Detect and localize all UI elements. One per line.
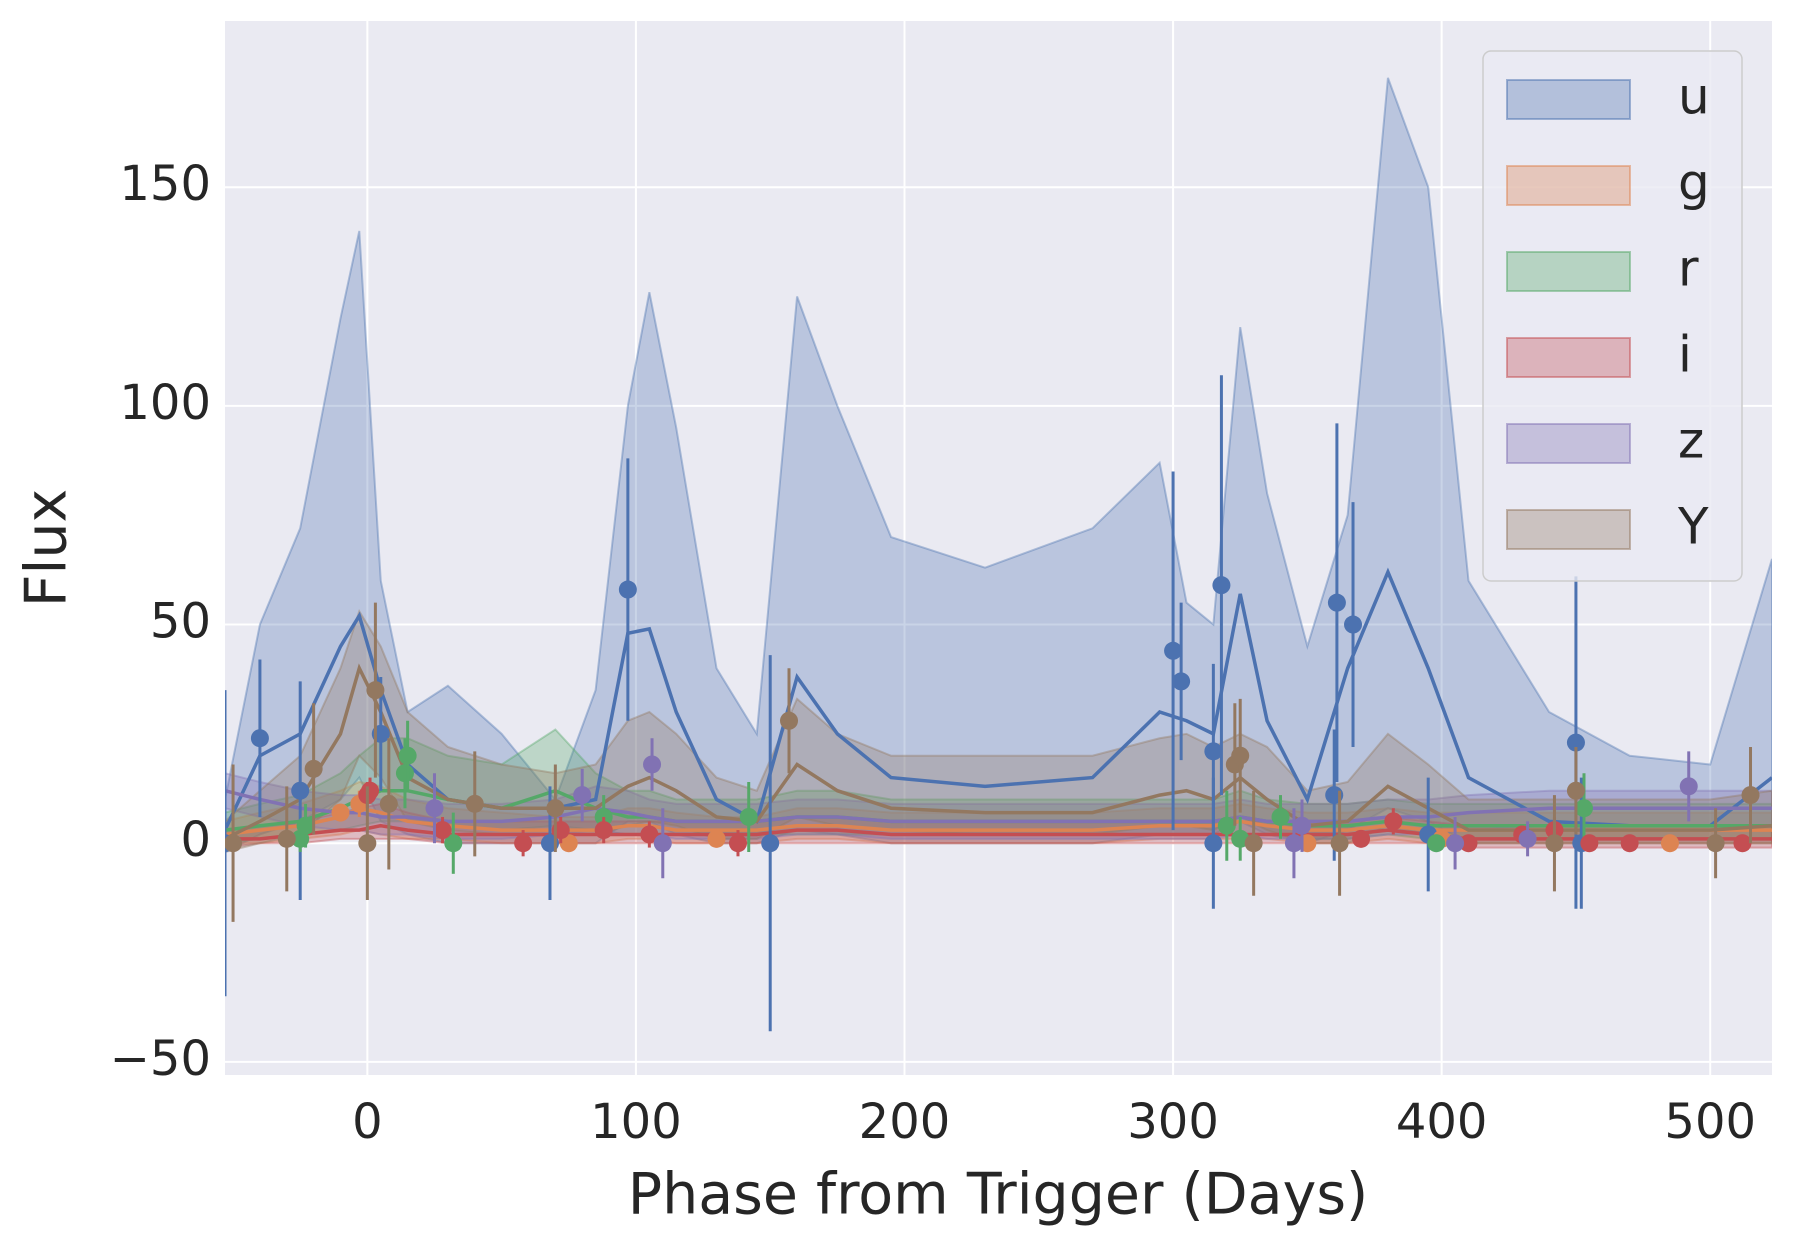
data-point bbox=[465, 794, 484, 813]
data-point bbox=[425, 799, 444, 818]
data-point bbox=[1566, 733, 1585, 752]
data-point bbox=[1164, 641, 1183, 660]
data-point bbox=[707, 829, 726, 848]
data-point bbox=[395, 764, 414, 783]
legend-label: u bbox=[1678, 68, 1710, 126]
error-band bbox=[225, 802, 1772, 849]
legend-swatch bbox=[1506, 423, 1631, 464]
x-tick-label: 300 bbox=[1127, 1094, 1219, 1150]
data-point bbox=[1271, 807, 1290, 826]
legend-label: Y bbox=[1677, 498, 1709, 556]
y-tick-label: 50 bbox=[150, 594, 211, 650]
data-point bbox=[514, 834, 533, 853]
data-point bbox=[1344, 615, 1363, 634]
data-point bbox=[444, 834, 463, 853]
data-point bbox=[739, 807, 758, 826]
data-point bbox=[728, 834, 747, 853]
data-point bbox=[1244, 834, 1263, 853]
x-tick-label: 0 bbox=[352, 1094, 383, 1150]
data-point bbox=[1446, 834, 1465, 853]
x-axis-label: Phase from Trigger (Days) bbox=[628, 1162, 1369, 1228]
data-point bbox=[546, 799, 565, 818]
legend-label: i bbox=[1678, 326, 1692, 384]
data-point bbox=[331, 803, 350, 822]
x-tick-label: 400 bbox=[1396, 1094, 1488, 1150]
data-point bbox=[573, 786, 592, 805]
data-point bbox=[398, 746, 417, 765]
plot-layer bbox=[225, 77, 1772, 1032]
x-tick-label: 200 bbox=[859, 1094, 951, 1150]
legend-swatch bbox=[1506, 337, 1631, 378]
data-point bbox=[559, 834, 578, 853]
data-point bbox=[361, 781, 380, 800]
data-point bbox=[1518, 829, 1537, 848]
data-point bbox=[358, 834, 377, 853]
model-line bbox=[225, 823, 1772, 841]
data-point bbox=[250, 729, 269, 748]
data-point bbox=[640, 825, 659, 844]
data-point bbox=[366, 681, 385, 700]
data-point bbox=[1620, 834, 1639, 853]
legend-label: g bbox=[1678, 154, 1710, 212]
data-point bbox=[1733, 834, 1752, 853]
data-point bbox=[291, 781, 310, 800]
data-point bbox=[1212, 576, 1231, 595]
data-point bbox=[1284, 834, 1303, 853]
y-tick-label: 0 bbox=[180, 812, 211, 868]
data-point bbox=[277, 829, 296, 848]
data-point bbox=[1427, 834, 1446, 853]
data-point bbox=[653, 834, 672, 853]
data-point bbox=[1217, 816, 1236, 835]
legend-label: z bbox=[1678, 412, 1704, 470]
legend-swatch bbox=[1506, 79, 1631, 120]
y-tick-label: 150 bbox=[119, 156, 211, 212]
legend-swatch bbox=[1506, 251, 1631, 292]
y-axis-label: Flux bbox=[14, 489, 80, 607]
data-point bbox=[1352, 829, 1371, 848]
data-point bbox=[1459, 834, 1478, 853]
model-line bbox=[225, 789, 1772, 824]
data-point bbox=[379, 794, 398, 813]
data-point bbox=[1580, 834, 1599, 853]
data-point bbox=[296, 816, 315, 835]
data-point bbox=[594, 821, 613, 840]
data-point bbox=[618, 580, 637, 599]
data-point bbox=[1706, 834, 1725, 853]
legend-swatch bbox=[1506, 165, 1631, 206]
data-point bbox=[1566, 781, 1585, 800]
data-point bbox=[761, 834, 780, 853]
data-point bbox=[1327, 593, 1346, 612]
data-point bbox=[1292, 816, 1311, 835]
data-point bbox=[1231, 746, 1250, 765]
data-point bbox=[643, 755, 662, 774]
data-point bbox=[1204, 742, 1223, 761]
data-point bbox=[1574, 799, 1593, 818]
data-point bbox=[780, 711, 799, 730]
data-point bbox=[1204, 834, 1223, 853]
data-point bbox=[1330, 834, 1349, 853]
model-line bbox=[225, 567, 1772, 831]
x-tick-label: 500 bbox=[1664, 1094, 1756, 1150]
data-point bbox=[1679, 777, 1698, 796]
x-tick-label: 100 bbox=[590, 1094, 682, 1150]
legend-box bbox=[1482, 50, 1743, 582]
data-point bbox=[1660, 834, 1679, 853]
data-point bbox=[1545, 834, 1564, 853]
axes: −50 0 50 100 150 0 100 200 300 400 500 bbox=[110, 156, 1756, 1150]
data-point bbox=[433, 821, 452, 840]
data-point bbox=[304, 759, 323, 778]
legend-label: r bbox=[1678, 240, 1699, 298]
legend-swatch bbox=[1506, 509, 1631, 550]
y-tick-label: 100 bbox=[119, 375, 211, 431]
data-point bbox=[1741, 786, 1760, 805]
data-point bbox=[1172, 672, 1191, 691]
y-tick-label: −50 bbox=[110, 1031, 211, 1087]
data-point bbox=[225, 834, 243, 853]
data-point bbox=[1384, 812, 1403, 831]
